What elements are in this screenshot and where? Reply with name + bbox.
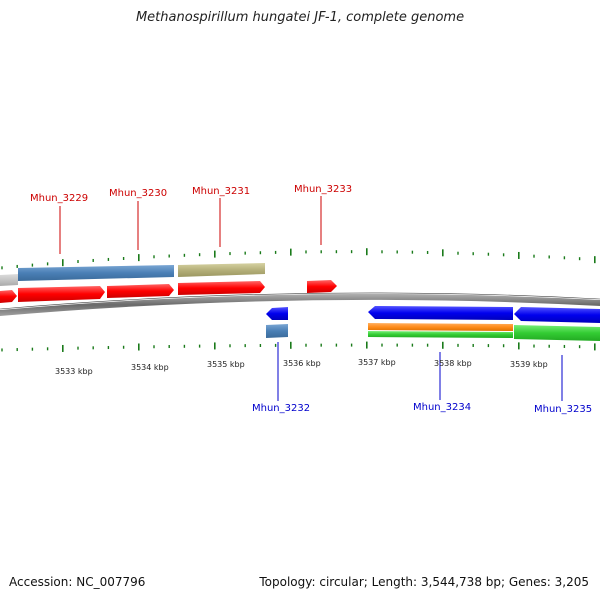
map-title: Methanospirillum hungatei JF-1, complete… [135,10,465,25]
gene-label-mhun-3229: Mhun_3229 [30,193,88,204]
scale-label-3539: 3539 kbp [510,360,548,369]
cds-forward-arrow [307,280,337,293]
feature-olive [178,263,265,277]
cds-forward-arrow [18,286,105,302]
cds-forward-arrow [178,281,265,295]
cds-reverse-arrow [514,307,600,323]
bottom-leader-lines [277,342,563,401]
gene-label-mhun-3233: Mhun_3233 [294,184,352,195]
cds-forward-arrow [0,290,17,303]
gene-label-mhun-3230: Mhun_3230 [109,188,167,199]
feature-gray [0,274,18,286]
feature-steelblue [266,324,288,338]
top-leader-lines [59,196,322,254]
scale-label-3537: 3537 kbp [358,358,396,367]
genome-backbone [0,293,600,316]
gene-label-mhun-3235: Mhun_3235 [534,404,592,415]
feature-green [514,325,600,341]
accession-text: Accession: NC_007796 [9,575,146,589]
gene-label-mhun-3232: Mhun_3232 [252,403,310,414]
feature-green [368,331,513,338]
feature-orange [368,323,513,331]
scale-label-3536: 3536 kbp [283,359,321,368]
gene-label-mhun-3234: Mhun_3234 [413,402,471,413]
gene-label-mhun-3231: Mhun_3231 [192,186,250,197]
scale-ticks [1,248,596,352]
scale-label-3533: 3533 kbp [55,367,93,376]
scale-label-3534: 3534 kbp [131,363,169,372]
backbone-edge [0,292,600,310]
genome-summary-text: Topology: circular; Length: 3,544,738 bp… [259,575,589,589]
cds-forward-arrow [107,284,174,298]
cds-reverse-arrow [368,306,513,320]
scale-label-3538: 3538 kbp [434,359,472,368]
cds-reverse-arrow [266,307,288,320]
feature-steelblue [18,265,174,281]
scale-label-3535: 3535 kbp [207,360,245,369]
